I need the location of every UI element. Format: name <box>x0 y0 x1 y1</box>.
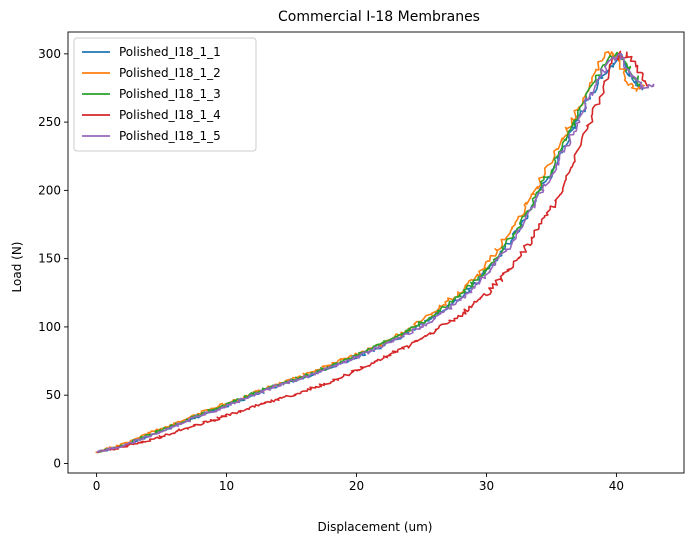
legend-label-5: Polished_I18_1_5 <box>119 129 221 143</box>
legend-label-1: Polished_I18_1_1 <box>119 45 221 59</box>
x-tick-label: 40 <box>609 479 624 493</box>
y-tick-label: 250 <box>38 115 61 129</box>
y-tick-label: 50 <box>46 388 61 402</box>
legend-label-4: Polished_I18_1_4 <box>119 108 221 122</box>
legend-label-2: Polished_I18_1_2 <box>119 66 221 80</box>
plot-area <box>95 50 655 454</box>
y-tick-label: 200 <box>38 183 61 197</box>
x-tick-label: 0 <box>93 479 101 493</box>
legend: Polished_I18_1_1 Polished_I18_1_2 Polished… <box>73 37 257 152</box>
axes: 0 10 20 30 40 0 50 100 150 200 250 300 <box>38 31 685 493</box>
legend-label-3: Polished_I18_1_3 <box>119 87 221 101</box>
x-tick-label: 10 <box>219 479 234 493</box>
y-tick-label: 0 <box>53 456 61 470</box>
legend-box <box>73 37 257 152</box>
y-tick-label: 300 <box>38 47 61 61</box>
x-tick-label: 30 <box>479 479 494 493</box>
x-axis-label: Displacement (um) <box>318 520 433 534</box>
axes-frame <box>67 31 685 474</box>
series-line-5 <box>96 52 655 453</box>
chart-title: Commercial I-18 Membranes <box>278 9 480 25</box>
y-tick-label: 150 <box>38 252 61 266</box>
x-tick-label: 20 <box>349 479 364 493</box>
y-tick-label: 100 <box>38 320 61 334</box>
y-axis-label: Load (N) <box>10 242 24 293</box>
series-line-4 <box>96 50 649 454</box>
